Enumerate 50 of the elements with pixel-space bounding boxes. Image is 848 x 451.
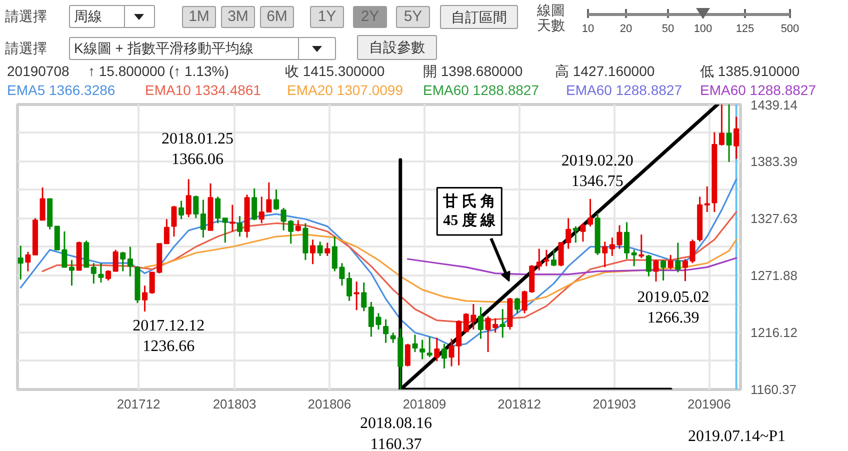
- text: EMA60 1288.8827: [700, 82, 816, 98]
- x-tick-label: 201806: [308, 396, 352, 412]
- text: 500: [780, 22, 800, 37]
- annotation: 2019.05.02 1266.39: [637, 288, 710, 326]
- text: 50: [660, 22, 676, 37]
- y-tick-label: 1216.12: [750, 325, 798, 340]
- text: 自訂區間: [440, 5, 518, 29]
- x-tick-label: 201812: [498, 396, 542, 412]
- text: 低 1385.910000: [700, 63, 800, 79]
- text: 高 1427.160000: [555, 63, 655, 79]
- x-tick-label: 201903: [592, 396, 636, 412]
- text: EMA10 1334.4861: [145, 82, 261, 98]
- annotation: 甘 氏 角 45 度 線: [442, 192, 497, 229]
- text: ↑ 15.800000 (↑ 1.13%): [88, 63, 229, 79]
- x-tick-label: 201712: [116, 396, 160, 412]
- x-tick-label: 201906: [688, 396, 731, 412]
- text: 125: [734, 22, 756, 37]
- text: 6M: [260, 6, 294, 28]
- text: 20190708: [7, 63, 70, 79]
- annotation: 2017.12.12 1236.66: [132, 318, 205, 356]
- text: 2018.08.16 1160.37: [360, 414, 432, 451]
- text: 收 1415.300000: [285, 63, 385, 79]
- text: 開 1398.680000: [423, 63, 523, 79]
- text: 請選擇: [5, 40, 47, 56]
- text: 周線: [69, 5, 155, 28]
- text: EMA20 1307.0099: [287, 82, 403, 98]
- text: 1M: [182, 6, 216, 28]
- text: 自設參數: [357, 35, 437, 60]
- text: EMA60 1288.8827: [423, 82, 539, 98]
- text: 100: [692, 22, 714, 37]
- text: 1Y: [310, 6, 344, 28]
- text: 3M: [221, 6, 255, 28]
- text: 請選擇: [5, 8, 47, 24]
- y-tick-label: 1439.14: [750, 98, 798, 112]
- text: 10: [580, 22, 596, 37]
- text: EMA60 1288.8827: [566, 82, 682, 98]
- text: EMA5 1366.3286: [7, 82, 116, 98]
- y-tick-label: 1271.88: [750, 268, 798, 283]
- x-tick-label: 201809: [402, 396, 446, 412]
- text: 5Y: [396, 6, 430, 28]
- annotation: 2019.02.20 1346.75: [561, 152, 634, 190]
- x-tick-label: 201803: [212, 396, 256, 412]
- y-tick-label: 1327.63: [750, 211, 798, 226]
- annotation: 2018.01.25 1366.06: [162, 130, 234, 168]
- text: 20: [618, 22, 634, 37]
- text: K線圖 + 指數平滑移動平均線: [69, 37, 336, 60]
- y-tick-label: 1160.37: [750, 382, 797, 397]
- text: 2019.07.14~P1: [688, 427, 786, 447]
- text: 線圖天數: [537, 2, 566, 33]
- y-tick-label: 1383.39: [750, 154, 798, 169]
